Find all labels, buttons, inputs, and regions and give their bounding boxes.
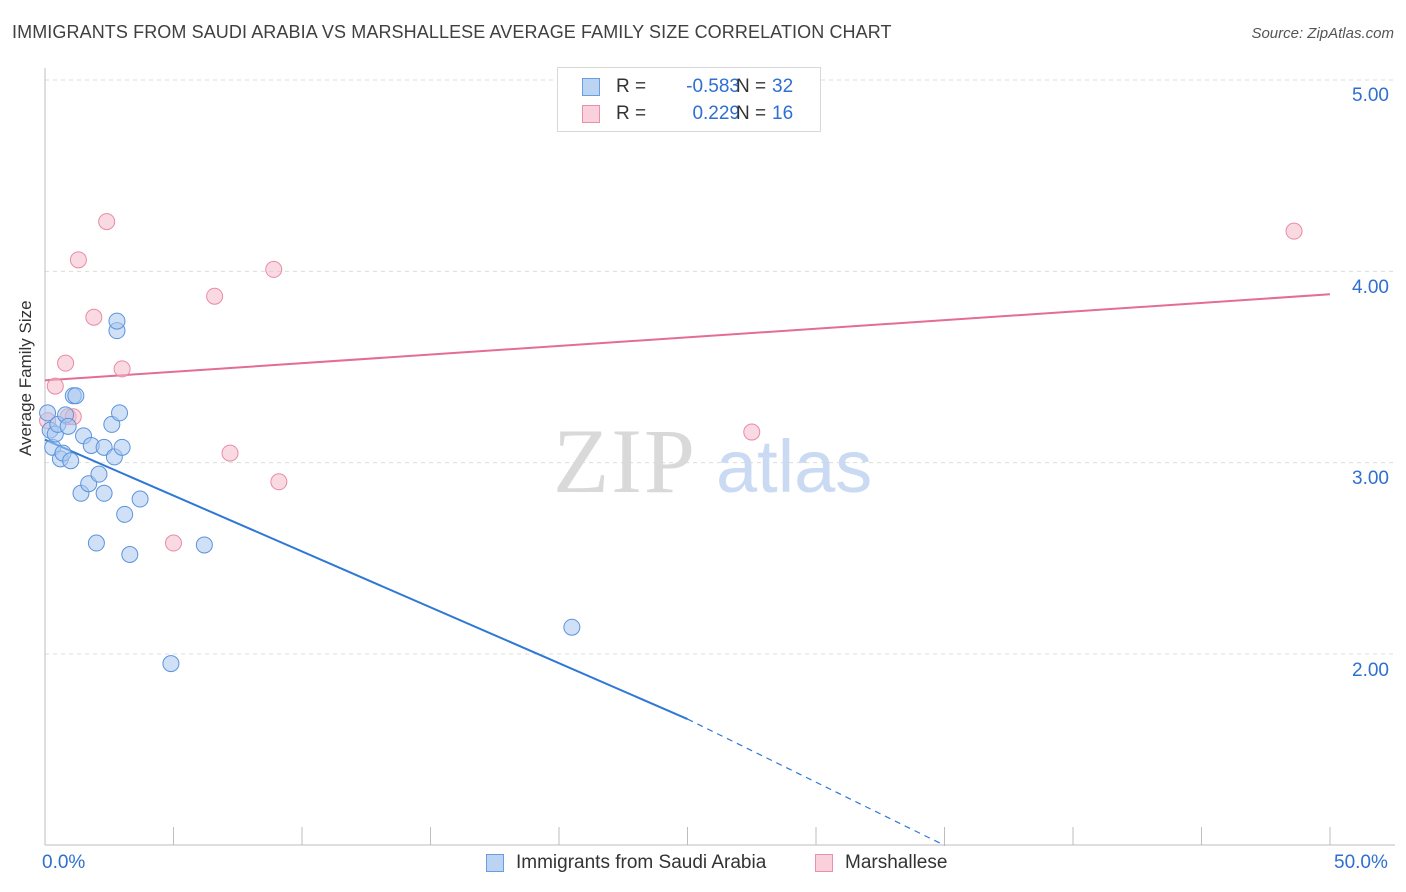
data-point-marshallese [113,360,131,378]
legend-n-label: N = [736,76,767,97]
data-point-marshallese [57,354,75,372]
data-point-marshallese [46,377,64,395]
trend-line-series1-extension [687,718,945,846]
bottom-legend-swatch-series2 [815,854,833,872]
data-point-saudi-arabia [121,546,139,564]
legend-r-label: R = [616,76,647,97]
data-point-saudi-arabia [162,655,180,673]
data-point-marshallese [85,308,103,326]
trend-line-series1 [44,438,688,720]
y-tick-label-5: 5.00 [1352,85,1389,106]
y-tick-label-2: 2.00 [1352,660,1389,681]
legend-n-value-series1: 32 [772,76,794,97]
data-point-saudi-arabia [131,490,149,508]
legend-r-value-series1: -0.583 [686,76,740,97]
x-tick-label-min: 0.0% [42,852,86,873]
legend-swatch-series1 [582,78,600,96]
data-points [39,213,1303,673]
data-point-saudi-arabia [59,417,77,435]
chart-title: IMMIGRANTS FROM SAUDI ARABIA VS MARSHALL… [12,22,892,42]
correlation-legend: R = -0.583 N = 32 R = 0.229 N = 16 [557,67,821,132]
bottom-legend-swatch-series1 [486,854,504,872]
watermark-atlas: atlas [716,425,872,508]
bottom-legend-label-series2: Marshallese [845,852,948,873]
data-point-saudi-arabia [39,404,57,422]
axes [44,68,1395,846]
data-point-saudi-arabia [111,404,129,422]
y-tick-label-4: 4.00 [1352,277,1389,298]
legend-n-label: N = [736,103,767,124]
data-point-marshallese [265,260,283,278]
legend-swatch-series2 [582,105,600,123]
data-point-saudi-arabia [108,312,126,330]
data-point-marshallese [743,423,761,441]
trend-lines [44,293,1331,846]
data-point-saudi-arabia [62,452,80,470]
y-axis-label: Average Family Size [16,300,35,456]
data-point-marshallese [98,213,116,231]
trend-line-series2 [44,293,1331,382]
watermark: ZIP atlas [553,410,872,512]
data-point-saudi-arabia [116,505,134,523]
data-point-marshallese [165,534,182,552]
y-tick-label-3: 3.00 [1352,468,1389,489]
x-tick-label-max: 50.0% [1334,852,1388,873]
legend-r-label: R = [616,103,647,124]
data-point-saudi-arabia [195,536,213,554]
data-point-saudi-arabia [90,465,108,483]
data-point-saudi-arabia [113,438,131,456]
data-point-marshallese [1285,222,1303,240]
data-point-marshallese [69,251,87,269]
bottom-legend-label-series1: Immigrants from Saudi Arabia [516,852,767,873]
legend-n-value-series2: 16 [772,103,794,124]
source-credit: Source: ZipAtlas.com [1251,25,1394,42]
legend-r-value-series2: 0.229 [692,103,740,124]
watermark-zip: ZIP [553,410,697,512]
data-point-saudi-arabia [95,484,113,502]
data-point-marshallese [221,444,239,462]
data-point-marshallese [270,473,288,491]
data-point-saudi-arabia [563,618,581,636]
data-point-marshallese [206,287,224,305]
data-point-saudi-arabia [87,534,105,552]
data-point-saudi-arabia [67,387,85,405]
